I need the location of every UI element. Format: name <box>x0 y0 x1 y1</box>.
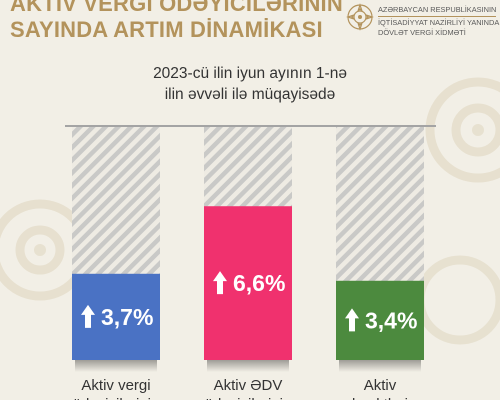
page-title-line: SAYINDA ARTIM DİNAMİKASI <box>10 17 323 42</box>
chart-subtitle: 2023-cü ilin iyun ayının 1-nə ilin əvvəl… <box>0 63 500 105</box>
ministry-logo: AZƏRBAYCAN RESPUBLİKASININ İQTİSADİYYAT … <box>345 0 500 48</box>
chart-subtitle-line: 2023-cü ilin iyun ayının 1-nə <box>153 65 347 82</box>
page-title-line: AKTİV VERGİ ÖDƏYİCİLƏRİNİN <box>10 0 343 16</box>
category-label: Aktiv <box>364 377 397 394</box>
chart-subtitle-line: ilin əvvəli ilə müqayisədə <box>164 86 336 103</box>
bar-value-label: 3,7% <box>101 304 153 330</box>
ministry-name-line: AZƏRBAYCAN RESPUBLİKASININ <box>378 5 497 14</box>
arrow-up-icon <box>345 308 359 332</box>
ministry-name-line: DÖVLƏT VERGİ XİDMƏTİ <box>378 28 466 37</box>
arrow-up-icon <box>81 304 95 328</box>
bar-shadow <box>75 360 157 372</box>
bar-shadow <box>339 360 421 372</box>
ministry-name-line: İQTİSADİYYAT NAZİRLİYİ YANINDA <box>378 18 500 27</box>
bar-value-label: 3,4% <box>365 307 417 333</box>
category-label: ödəyicilərinin <box>73 396 160 400</box>
emblem-icon <box>346 3 374 31</box>
category-label: ödəyicilərinin <box>205 396 292 400</box>
category-label: Aktiv ƏDV <box>214 377 283 394</box>
bar-shadow <box>207 360 289 372</box>
bar-value-label: 6,6% <box>233 270 285 296</box>
page-title: AKTİV VERGİ ÖDƏYİCİLƏRİNİN SAYINDA ARTIM… <box>10 0 343 43</box>
category-label: obyektlərin <box>344 396 417 400</box>
ministry-name: AZƏRBAYCAN RESPUBLİKASININ İQTİSADİYYAT … <box>378 5 499 38</box>
category-label: Aktiv vergi <box>81 377 150 394</box>
arrow-up-icon <box>213 271 227 295</box>
ministry-divider <box>378 16 496 17</box>
